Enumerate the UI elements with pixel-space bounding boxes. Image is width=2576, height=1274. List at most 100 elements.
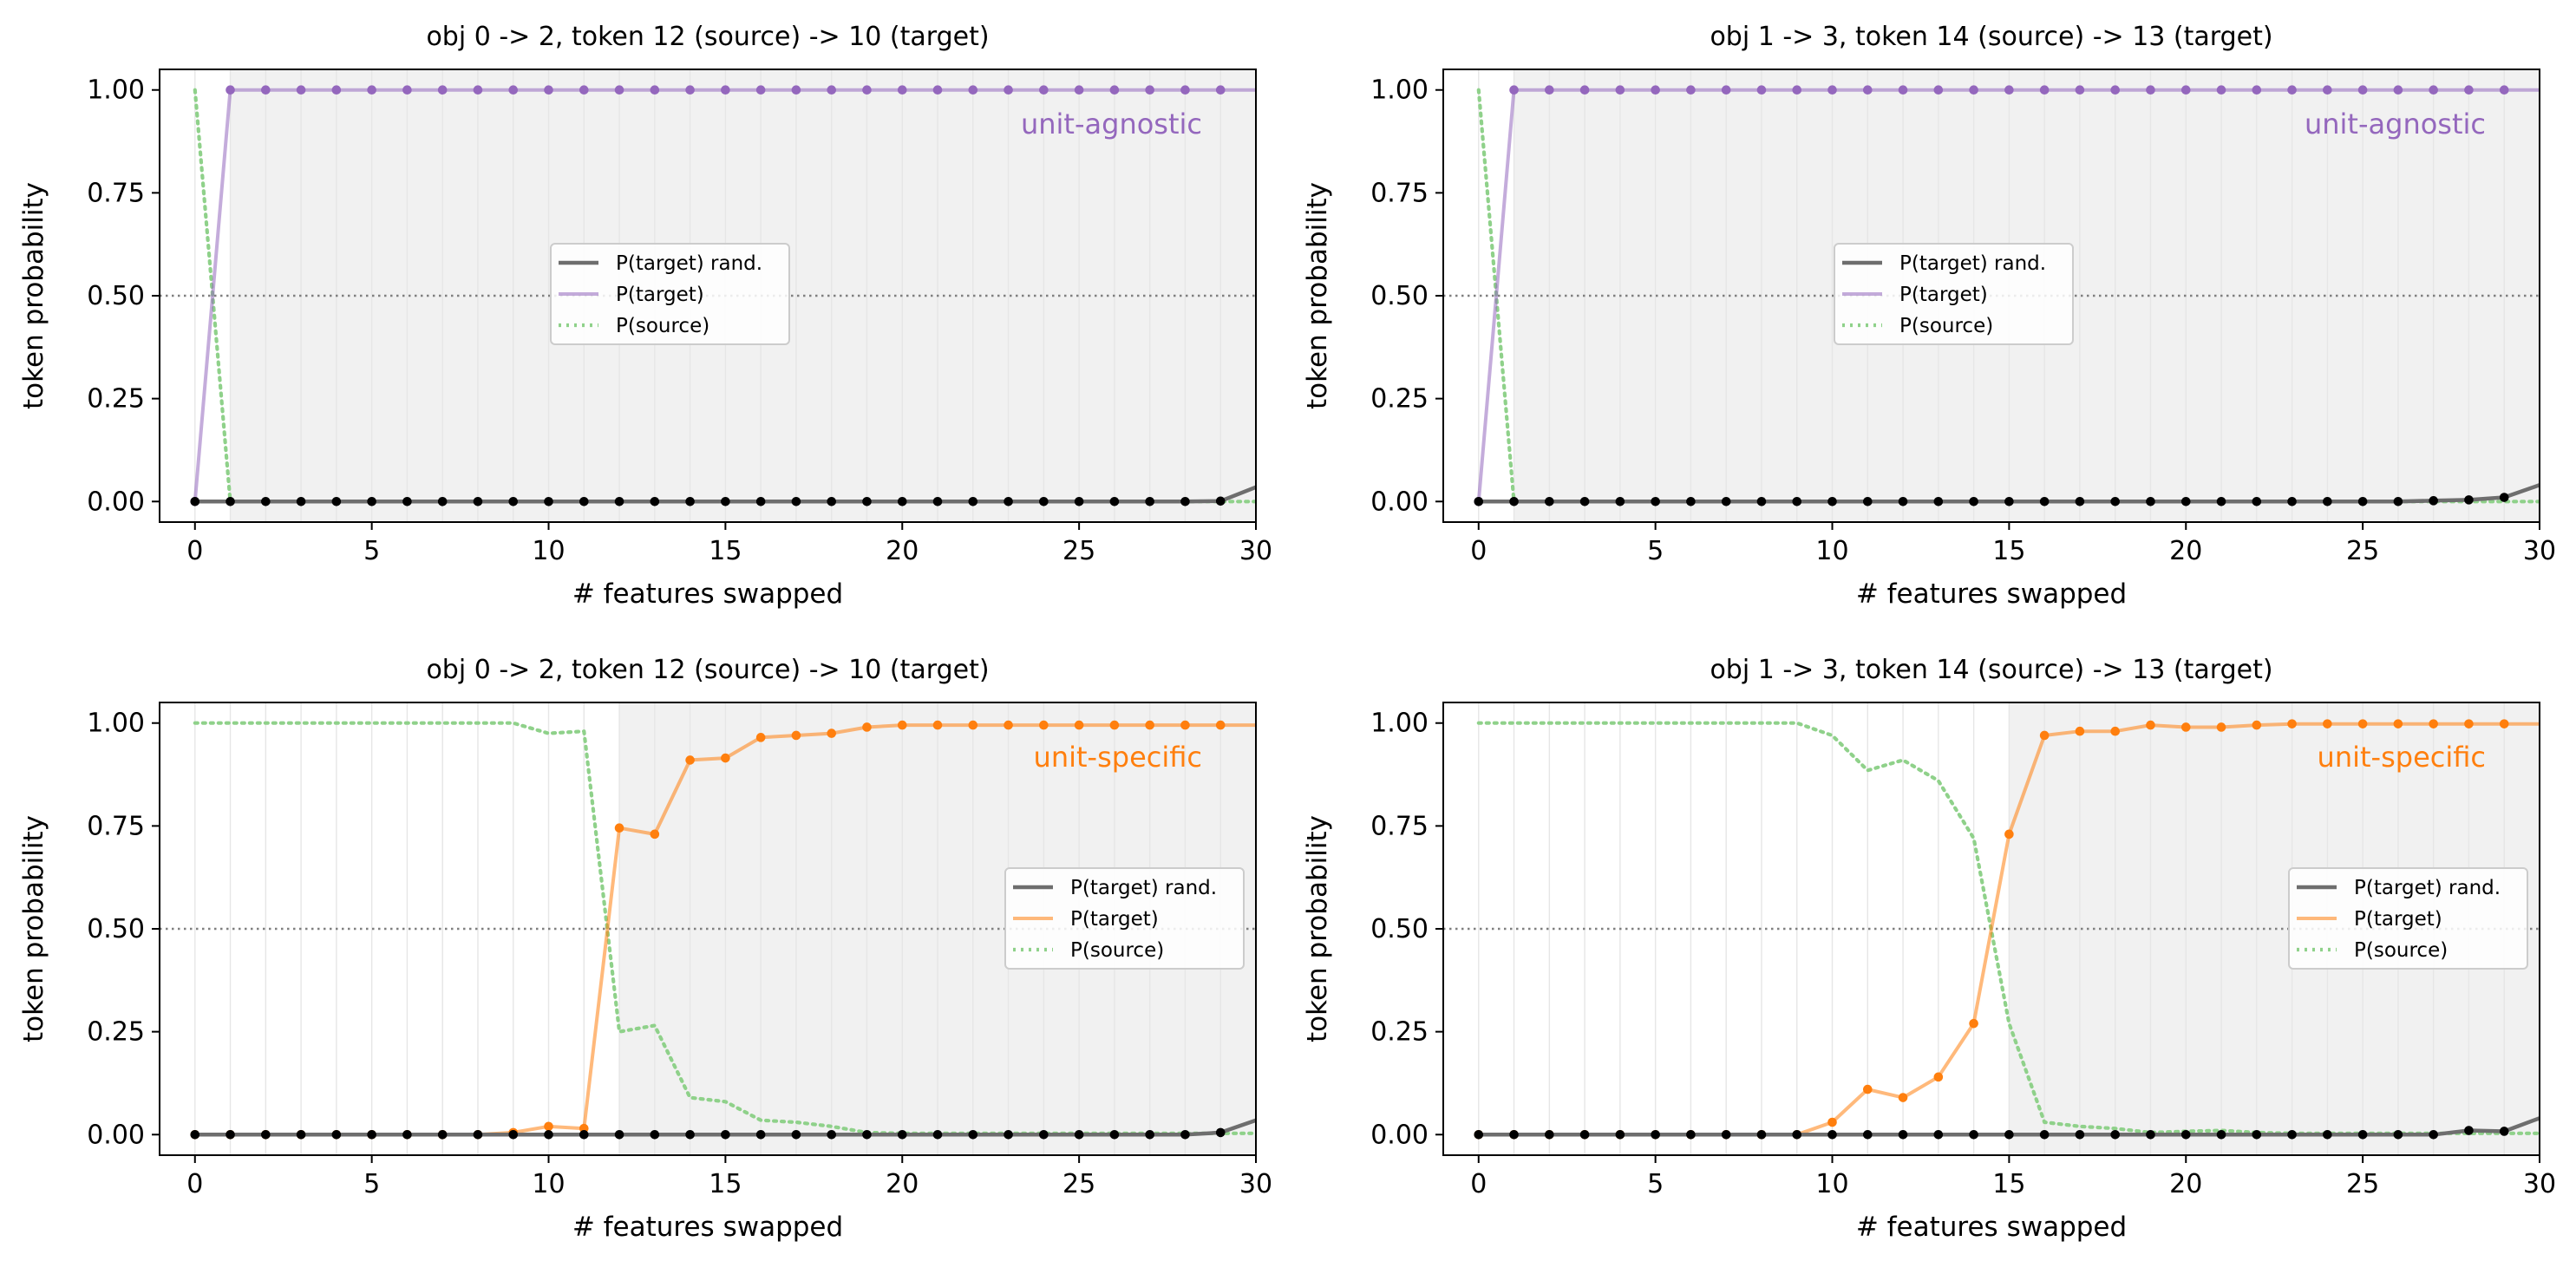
panel-bottom-right: 0 5 10 15 20 25 30 0.00 0.25 0.50 0.75 1.00 obj 1 ->… [1302, 655, 2556, 1243]
x-tick-label: 10 [1815, 1169, 1848, 1199]
data-point-target [2075, 85, 2085, 95]
data-point-random [1756, 496, 1767, 506]
data-point-random [1109, 1129, 1120, 1140]
x-tick-label: 30 [2523, 536, 2556, 566]
data-point-target [721, 753, 730, 763]
data-point-random [968, 1129, 978, 1140]
annotation-label: unit-specific [2318, 741, 2486, 774]
data-point-target [1686, 85, 1696, 95]
x-tick-label: 0 [186, 1169, 203, 1199]
data-point-target [579, 85, 589, 95]
data-point-target [827, 85, 837, 95]
data-point-target [2004, 85, 2014, 95]
y-tick-label: 1.00 [87, 75, 145, 106]
data-point-random [2004, 496, 2014, 506]
data-point-target [650, 829, 660, 840]
data-point-target [2216, 85, 2226, 95]
data-point-target [544, 85, 553, 95]
data-point-random [261, 496, 271, 506]
data-point-random [791, 496, 801, 506]
data-point-random [827, 1129, 837, 1140]
x-tick-label: 0 [1470, 1169, 1487, 1199]
data-point-target [2110, 726, 2121, 736]
data-point-target [1933, 85, 1944, 95]
data-point-random [2004, 1129, 2014, 1140]
annotation-label: unit-agnostic [2305, 108, 2486, 140]
data-point-random [650, 496, 660, 506]
data-point-random [508, 1129, 519, 1140]
data-point-random [1721, 496, 1731, 506]
data-point-target [897, 85, 907, 95]
data-point-random [1004, 1129, 1013, 1140]
data-point-random [791, 1129, 801, 1140]
y-tick-label: 0.50 [87, 914, 145, 944]
data-point-random [1039, 496, 1049, 506]
data-point-target [226, 85, 235, 95]
legend-label: P(source) [2354, 939, 2448, 962]
data-point-target [2075, 726, 2085, 736]
data-point-target [755, 733, 766, 742]
data-point-target [827, 728, 837, 738]
y-tick-label: 1.00 [1370, 709, 1429, 739]
data-point-random [755, 496, 766, 506]
data-point-random [1615, 496, 1625, 506]
data-point-random [190, 1129, 200, 1140]
data-point-random [2464, 1126, 2474, 1135]
panel-top-right: 0 5 10 15 20 25 30 0.00 0.25 0.50 0.75 1.00 obj 1 ->… [1302, 22, 2556, 610]
data-point-random [1545, 496, 1554, 506]
legend-label: P(source) [1070, 939, 1164, 962]
y-tick-label: 1.00 [87, 709, 145, 739]
data-point-random [932, 496, 943, 506]
data-point-random [1004, 496, 1013, 506]
data-point-target [932, 720, 943, 730]
data-point-random [1792, 1129, 1802, 1140]
legend: P(target) rand. P(target) P(source) [1834, 243, 2074, 345]
data-point-target [2499, 85, 2509, 95]
data-point-random [2216, 1129, 2226, 1140]
data-point-random [2429, 1129, 2438, 1140]
x-tick-label: 30 [1239, 1169, 1272, 1199]
data-point-random [1509, 496, 1519, 506]
data-point-target [968, 85, 978, 95]
data-point-random [1145, 1129, 1154, 1140]
x-tick-label: 5 [363, 536, 380, 566]
data-point-target [1827, 85, 1837, 95]
data-point-target [721, 85, 730, 95]
data-point-random [1862, 1129, 1873, 1140]
x-axis-label: # features swapped [1856, 1212, 2127, 1243]
y-tick-label: 0.00 [87, 1120, 145, 1150]
data-point-random [437, 496, 448, 506]
x-axis-label: # features swapped [572, 578, 843, 610]
data-point-random [2287, 1129, 2297, 1140]
data-point-target [1898, 1093, 1908, 1102]
data-point-random [1898, 1129, 1908, 1140]
data-point-target [2110, 85, 2121, 95]
y-axis-label: token probability [1302, 182, 1333, 409]
data-point-target [1109, 85, 1120, 95]
data-point-target [331, 85, 342, 95]
data-point-target [2499, 719, 2509, 728]
y-tick-label: 0.25 [87, 1017, 145, 1048]
data-point-random [1109, 496, 1120, 506]
data-point-random [2357, 1129, 2368, 1140]
data-point-random [367, 1129, 376, 1140]
data-point-random [2429, 496, 2438, 506]
x-tick-label: 20 [886, 536, 919, 566]
data-point-target [2357, 85, 2368, 95]
data-point-random [579, 496, 589, 506]
chart-title: obj 1 -> 3, token 14 (source) -> 13 (tar… [1710, 22, 2272, 52]
data-point-target [1074, 85, 1084, 95]
legend-label: P(target) [1070, 908, 1159, 931]
data-point-random [2464, 495, 2474, 505]
data-point-target [2357, 719, 2368, 728]
data-point-target [1145, 720, 1154, 730]
data-point-random [402, 1129, 412, 1140]
y-tick-label: 0.50 [1370, 914, 1429, 944]
data-point-target [1545, 85, 1554, 95]
data-point-target [1756, 85, 1767, 95]
legend-label: P(target) [616, 284, 704, 306]
data-point-random [2323, 496, 2332, 506]
data-point-random [1651, 1129, 1660, 1140]
data-point-random [296, 1129, 306, 1140]
legend-label: P(source) [616, 315, 709, 337]
